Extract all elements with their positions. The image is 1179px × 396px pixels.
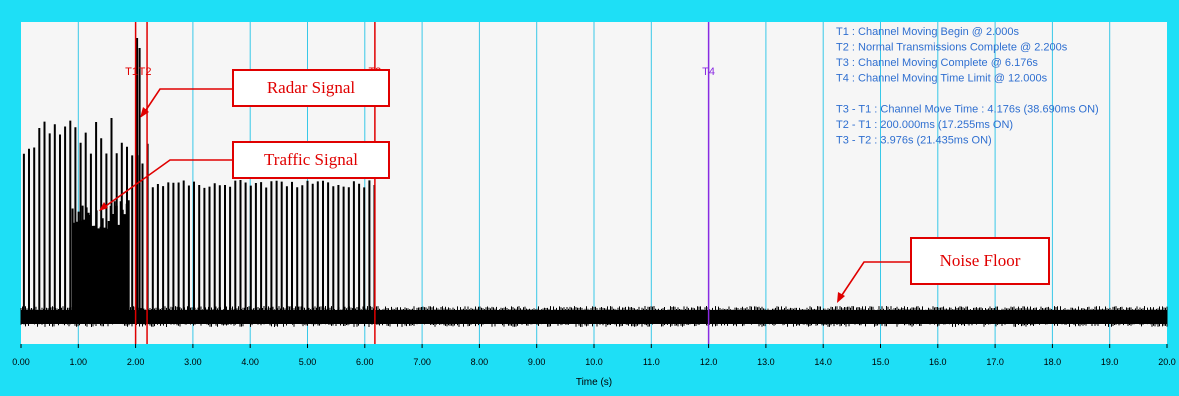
tick-label: 20.0 [1158, 357, 1176, 367]
cursor-label: T4 [702, 66, 715, 78]
callout-arrows [102, 88, 910, 299]
tick-label: 7.00 [413, 357, 431, 367]
noise-trace [20, 306, 1168, 327]
tick-label: 12.0 [700, 357, 718, 367]
tick-label: 5.00 [299, 357, 317, 367]
tick-label: 14.0 [814, 357, 832, 367]
info-line: T3 - T1 : Channel Move Time : 4.176s (38… [836, 104, 1099, 116]
arrow-heads [99, 107, 845, 303]
tick-label: 3.00 [184, 357, 202, 367]
noise-floor-trace [20, 306, 1168, 327]
radar-signal-callout: Radar Signal [232, 69, 390, 107]
tick-label: 11.0 [643, 357, 660, 367]
tick-label: 16.0 [929, 357, 947, 367]
info-line: T4 : Channel Moving Time Limit @ 12.000s [836, 73, 1048, 85]
x-axis-title: Time (s) [576, 377, 612, 388]
cursor-label: T1 [125, 66, 138, 78]
info-line: T1 : Channel Moving Begin @ 2.000s [836, 26, 1019, 38]
tick-label: 1.00 [70, 357, 88, 367]
measurement-info: T1 : Channel Moving Begin @ 2.000s T2 : N… [836, 26, 1099, 147]
info-line: T2 : Normal Transmissions Complete @ 2.2… [836, 42, 1068, 54]
signal-bursts [22, 38, 376, 312]
tick-label: 4.00 [241, 357, 259, 367]
tick-label: 10.0 [585, 357, 603, 367]
cursor-label: T2 [139, 66, 152, 78]
tick-label: 8.00 [471, 357, 489, 367]
tick-label: 17.0 [986, 357, 1004, 367]
info-line: T3 : Channel Moving Complete @ 6.176s [836, 57, 1038, 69]
tick-label: 0.00 [12, 357, 30, 367]
tick-label: 13.0 [757, 357, 775, 367]
traffic-burst [22, 118, 376, 312]
traffic-signal-callout: Traffic Signal [232, 141, 390, 179]
tick-label: 15.0 [872, 357, 890, 367]
info-line: T3 - T2 : 3.976s (21.435ms ON) [836, 135, 992, 147]
tick-label: 18.0 [1044, 357, 1062, 367]
tick-label: 19.0 [1101, 357, 1119, 367]
tick-label: 9.00 [528, 357, 546, 367]
tick-label: 6.00 [356, 357, 374, 367]
traffic-burst-dense [71, 200, 130, 312]
info-line: T2 - T1 : 200.000ms (17.255ms ON) [836, 119, 1013, 131]
x-axis-ticks: 0.00 1.00 2.00 3.00 4.00 5.00 6.00 7.00 8.00 9.00… [12, 344, 1176, 367]
tick-label: 2.00 [127, 357, 145, 367]
noise-floor-callout: Noise Floor [910, 237, 1050, 285]
